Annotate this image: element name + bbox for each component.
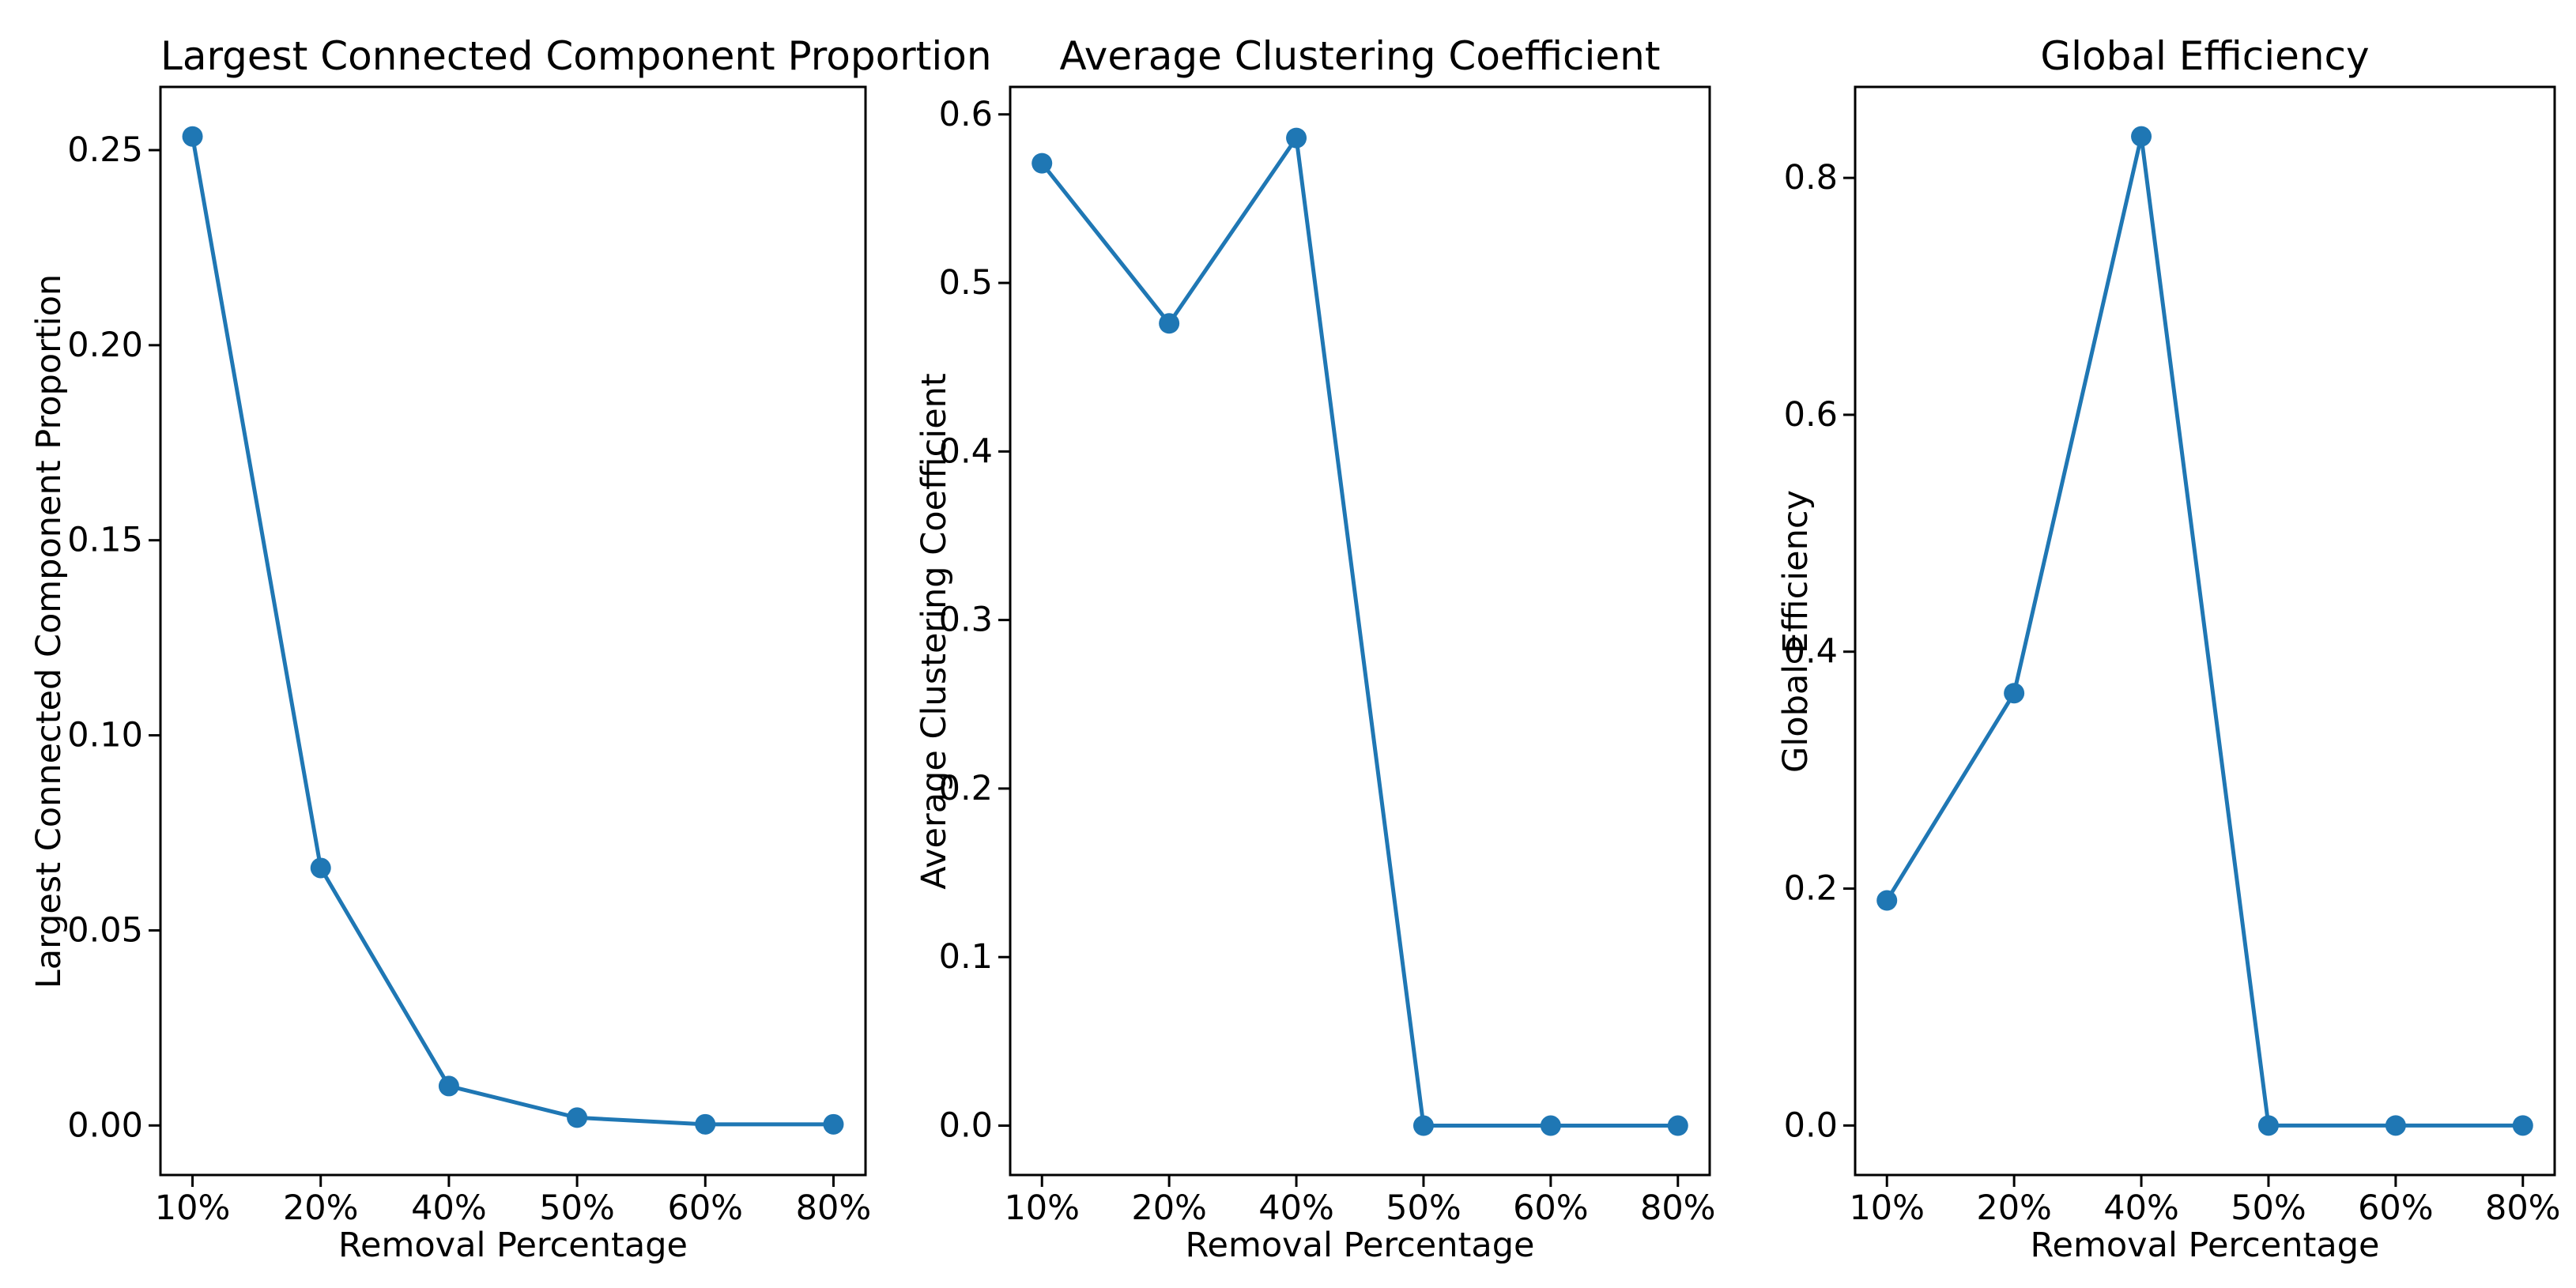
x-tick-label: 10% bbox=[1004, 1188, 1080, 1228]
data-point bbox=[2512, 1115, 2533, 1136]
data-line bbox=[1039, 136, 1680, 1128]
data-point bbox=[1540, 1115, 1561, 1136]
y-tick-label: 0.25 bbox=[67, 130, 143, 170]
data-point bbox=[182, 126, 203, 147]
y-tick-label: 0.0 bbox=[1784, 1105, 1838, 1145]
x-tick-label: 10% bbox=[1849, 1188, 1925, 1228]
y-tick-label: 0.6 bbox=[1784, 395, 1838, 435]
x-tick-label: 50% bbox=[2231, 1188, 2306, 1228]
data-point bbox=[2004, 683, 2025, 704]
data-point bbox=[823, 1113, 844, 1135]
x-tick-label: 50% bbox=[1386, 1188, 1461, 1228]
y-axis-label: Global Efficiency bbox=[1776, 489, 1816, 773]
data-point bbox=[1876, 890, 1898, 911]
x-tick-label: 60% bbox=[2358, 1188, 2434, 1228]
data-point bbox=[1286, 127, 1307, 149]
data-point bbox=[1159, 313, 1180, 334]
data-line bbox=[1884, 134, 2525, 1128]
x-tick-label: 50% bbox=[539, 1188, 615, 1228]
x-tick-label: 40% bbox=[2103, 1188, 2179, 1228]
y-tick-label: 0.4 bbox=[939, 431, 993, 471]
axes-frame bbox=[159, 85, 867, 1177]
data-point bbox=[2257, 1115, 2279, 1136]
y-axis-label: Largest Connected Component Proportion bbox=[29, 273, 69, 989]
y-tick-label: 0.0 bbox=[939, 1106, 993, 1146]
y-tick-label: 0.8 bbox=[1784, 158, 1838, 198]
y-tick-label: 0.5 bbox=[939, 263, 993, 303]
chart-title: Average Clustering Coefficient bbox=[1059, 33, 1661, 79]
chart-title: Global Efficiency bbox=[2040, 33, 2370, 79]
x-axis-label: Removal Percentage bbox=[338, 1226, 688, 1265]
x-tick-label: 20% bbox=[1976, 1188, 2052, 1228]
y-tick-label: 0.15 bbox=[67, 521, 143, 560]
y-axis-label: Average Clustering Coefficient bbox=[915, 372, 954, 890]
y-tick-label: 0.2 bbox=[939, 769, 993, 808]
data-point bbox=[695, 1113, 716, 1135]
x-tick-label: 40% bbox=[1258, 1188, 1334, 1228]
y-tick-label: 0.20 bbox=[67, 326, 143, 365]
data-point bbox=[2131, 126, 2152, 147]
y-tick-label: 0.10 bbox=[67, 716, 143, 755]
y-tick-label: 0.3 bbox=[939, 601, 993, 640]
data-point bbox=[2385, 1115, 2406, 1136]
y-tick-label: 0.6 bbox=[939, 95, 993, 134]
x-tick-label: 40% bbox=[411, 1188, 487, 1228]
x-tick-label: 10% bbox=[155, 1188, 231, 1228]
y-tick-label: 0.05 bbox=[67, 910, 143, 950]
data-point bbox=[1032, 153, 1053, 174]
data-point bbox=[1667, 1115, 1688, 1136]
x-tick-label: 20% bbox=[1131, 1188, 1207, 1228]
y-tick-label: 0.4 bbox=[1784, 632, 1838, 672]
x-axis-label: Removal Percentage bbox=[2030, 1226, 2380, 1265]
x-tick-label: 80% bbox=[796, 1188, 872, 1228]
x-tick-label: 20% bbox=[283, 1188, 359, 1228]
x-axis-label: Removal Percentage bbox=[1185, 1226, 1535, 1265]
x-tick-label: 80% bbox=[2485, 1188, 2561, 1228]
x-tick-label: 60% bbox=[1513, 1188, 1589, 1228]
chart-title: Largest Connected Component Proportion bbox=[160, 33, 992, 79]
axes-frame bbox=[1854, 85, 2556, 1177]
axes-frame bbox=[1009, 85, 1711, 1177]
x-tick-label: 60% bbox=[667, 1188, 743, 1228]
y-tick-label: 0.1 bbox=[939, 937, 993, 977]
x-tick-label: 80% bbox=[1640, 1188, 1716, 1228]
data-point bbox=[310, 857, 331, 879]
y-tick-label: 0.00 bbox=[67, 1105, 143, 1145]
data-line bbox=[190, 134, 835, 1127]
y-tick-label: 0.2 bbox=[1784, 869, 1838, 909]
data-point bbox=[1412, 1115, 1434, 1136]
data-point bbox=[438, 1075, 459, 1097]
data-point bbox=[567, 1107, 588, 1128]
